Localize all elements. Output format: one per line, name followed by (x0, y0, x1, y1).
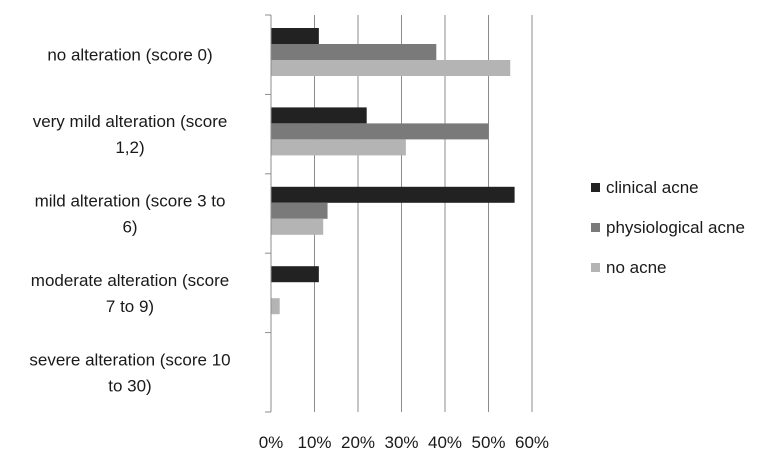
category-label: severe alteration (score 10 to 30) (29, 350, 230, 395)
category-label: mild alteration (score 3 to 6) (35, 192, 226, 237)
bar (271, 60, 511, 76)
x-tick-label: 10% (297, 433, 331, 450)
bar (271, 202, 328, 219)
category-label: no alteration (score 0) (47, 46, 212, 65)
category-label: very mild alteration (score 1,2) (33, 112, 228, 157)
category-labels: no alteration (score 0) very mild alterat… (29, 46, 230, 396)
bars-layer (271, 28, 515, 315)
bar (271, 139, 406, 156)
x-tick-label: 0% (259, 433, 284, 450)
x-tick-label: 40% (428, 433, 462, 450)
legend: clinical acne physiological acne no acne (591, 178, 745, 277)
legend-label: clinical acne (606, 178, 699, 197)
bar (271, 123, 489, 140)
x-tick-label: 50% (471, 433, 505, 450)
x-tick-label: 30% (384, 433, 418, 450)
category-label: moderate alteration (score 7 to 9) (31, 271, 229, 316)
bar (271, 298, 280, 315)
x-tick-label: 20% (341, 433, 375, 450)
legend-label: physiological acne (606, 218, 745, 237)
legend-swatch (591, 183, 600, 192)
legend-swatch (591, 263, 600, 272)
axis-layer (265, 14, 272, 413)
bar (271, 266, 319, 283)
bar (271, 218, 324, 235)
bar (271, 186, 515, 203)
grid-layer (270, 15, 533, 412)
legend-label: no acne (606, 258, 667, 277)
legend-swatch (591, 223, 600, 232)
x-tick-label: 60% (515, 433, 549, 450)
x-tick-labels: 0% 10% 20% 30% 40% 50% 60% (259, 433, 549, 450)
bar (271, 44, 437, 60)
bar (271, 107, 367, 124)
bar (271, 28, 319, 44)
